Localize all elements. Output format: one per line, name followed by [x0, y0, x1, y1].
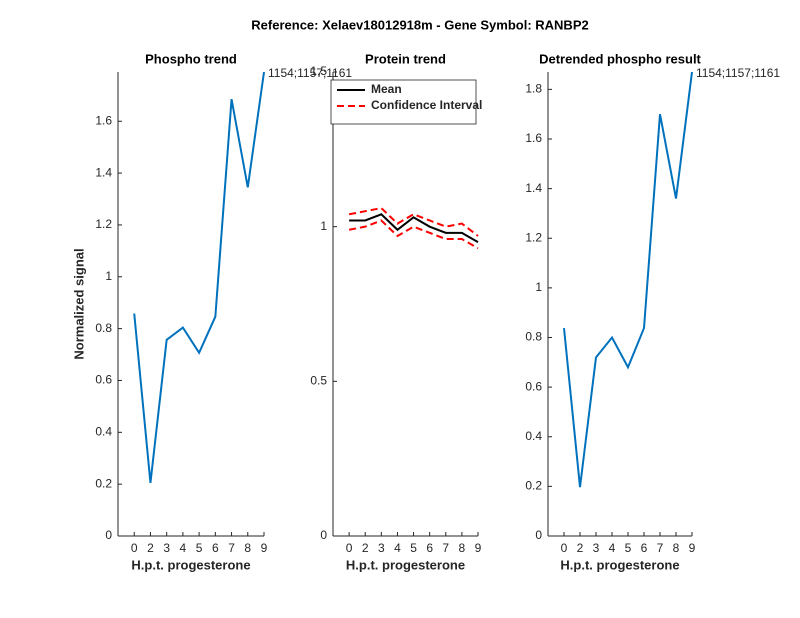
figure-title: Reference: Xelaev18012918m - Gene Symbol… [251, 17, 588, 32]
x-tick-label: 6 [641, 541, 648, 555]
x-tick-label: 8 [459, 541, 466, 555]
x-tick-label: 6 [212, 541, 219, 555]
y-tick-label: 1.2 [525, 230, 542, 244]
x-tick-label: 7 [228, 541, 235, 555]
series-line [348, 207, 479, 237]
y-tick-label: 0 [320, 528, 327, 542]
point-annotation: 1154;1157;1161 [268, 66, 352, 80]
y-tick-label: 0.2 [525, 479, 542, 493]
series-line [348, 219, 479, 250]
y-tick-label: 0 [535, 528, 542, 542]
y-tick-label: 1.4 [525, 181, 542, 195]
legend-label: Confidence Interval [371, 98, 482, 112]
y-tick-label: 1.6 [95, 113, 112, 127]
x-tick-label: 5 [625, 541, 632, 555]
x-tick-label: 0 [561, 541, 568, 555]
series-line [563, 71, 693, 488]
y-tick-label: 1 [105, 269, 112, 283]
y-tick-label: 1.4 [95, 165, 112, 179]
y-tick-label: 0.6 [525, 379, 542, 393]
x-tick-label: 4 [180, 541, 187, 555]
y-tick-label: 1 [320, 219, 327, 233]
y-tick-label: 1.6 [525, 131, 542, 145]
legend-label: Mean [371, 82, 402, 96]
x-tick-label: 9 [689, 541, 696, 555]
x-tick-label: 5 [410, 541, 417, 555]
x-tick-label: 0 [131, 541, 138, 555]
x-tick-label: 8 [673, 541, 680, 555]
point-annotation: 1154;1157;1161 [696, 66, 780, 80]
series-line [349, 213, 479, 243]
subplot-title: Protein trend [365, 51, 446, 66]
y-tick-label: 0.2 [95, 476, 112, 490]
y-tick-label: 0.8 [525, 330, 542, 344]
y-tick-label: 1.5 [310, 64, 327, 78]
x-axis-label: H.p.t. progesterone [131, 557, 250, 572]
y-axis-label: Normalized signal [71, 248, 86, 359]
y-tick-label: 0.4 [525, 429, 542, 443]
y-tick-label: 1.8 [525, 82, 542, 96]
x-tick-label: 9 [475, 541, 482, 555]
x-tick-label: 9 [261, 541, 268, 555]
subplot-title: Detrended phospho result [539, 51, 701, 66]
y-tick-label: 1.2 [95, 217, 112, 231]
x-tick-label: 3 [593, 541, 600, 555]
x-tick-label: 7 [657, 541, 664, 555]
x-tick-label: 8 [244, 541, 251, 555]
y-tick-label: 1 [535, 280, 542, 294]
x-tick-label: 2 [577, 541, 584, 555]
y-tick-label: 0 [105, 528, 112, 542]
series-line [133, 71, 265, 483]
x-tick-label: 3 [378, 541, 385, 555]
legend-box [330, 79, 477, 125]
x-tick-label: 2 [147, 541, 154, 555]
y-tick-label: 0.5 [310, 374, 327, 388]
x-axis-label: H.p.t. progesterone [560, 557, 679, 572]
x-tick-label: 7 [442, 541, 449, 555]
y-tick-label: 0.8 [95, 321, 112, 335]
subplot-title: Phospho trend [145, 51, 237, 66]
x-tick-label: 2 [362, 541, 369, 555]
y-tick-label: 0.4 [95, 424, 112, 438]
x-tick-label: 4 [394, 541, 401, 555]
x-tick-label: 0 [346, 541, 353, 555]
x-axis-label: H.p.t. progesterone [346, 557, 465, 572]
x-tick-label: 5 [196, 541, 203, 555]
x-tick-label: 3 [163, 541, 170, 555]
y-tick-label: 0.6 [95, 373, 112, 387]
x-tick-label: 4 [609, 541, 616, 555]
x-tick-label: 6 [426, 541, 433, 555]
